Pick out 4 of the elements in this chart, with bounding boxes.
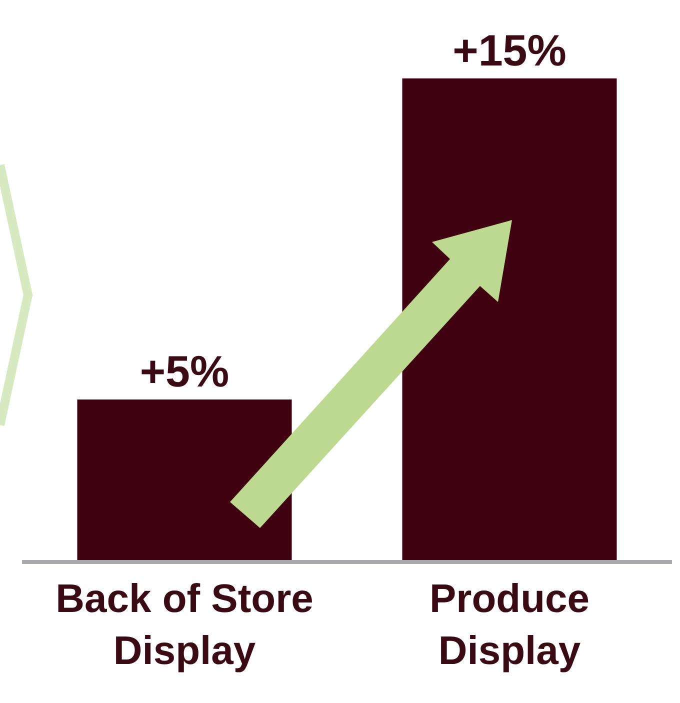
- data-label: +15%: [452, 26, 566, 76]
- data-label: +5%: [140, 347, 230, 396]
- x-tick-label: Produce Display: [429, 577, 590, 673]
- x-tick-label: Back of Store Display: [56, 577, 314, 673]
